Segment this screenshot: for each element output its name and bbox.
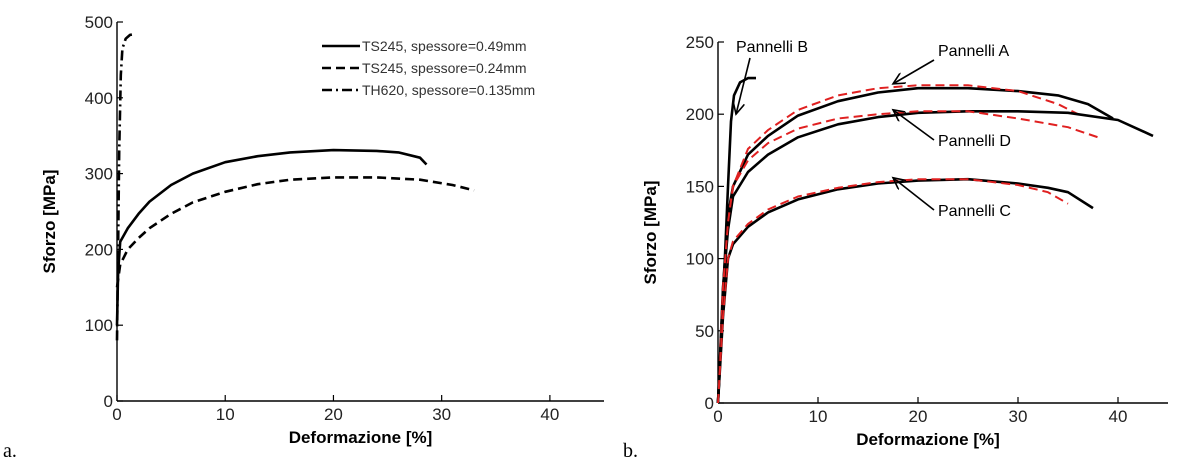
chart-panel-a: a. 0 10 20 30 40 0 100 200 300 400 500 Deformazione… (3, 13, 604, 462)
y-tick-label: 100 (686, 250, 714, 269)
y-tick-label: 0 (104, 392, 113, 411)
chart-panel-b: b. 0 10 20 30 40 0 50 100 150 200 250 Deformazione … (620, 0, 1180, 464)
legend-entry: TS245, spessore=0.24mm (362, 60, 527, 76)
y-tick-label: 100 (85, 316, 113, 335)
annotation-arrow (893, 59, 935, 84)
annotation-label: Pannelli B (736, 39, 808, 56)
x-axis-title: Deformazione [%] (289, 428, 433, 447)
y-tick-label: 200 (85, 240, 113, 259)
series-line-pannelli-c (716, 177, 1094, 404)
x-tick-label: 0 (112, 405, 121, 424)
y-tick-label: 300 (85, 165, 113, 184)
x-tick-label: 40 (540, 405, 559, 424)
annotation-arrow (736, 57, 751, 114)
y-axis-title: Sforzo [MPa] (40, 170, 59, 274)
y-tick-label: 150 (686, 177, 714, 196)
y-tick-label: 0 (705, 394, 714, 413)
panel-letter-b: b. (623, 440, 638, 462)
annotation-label: Pannelli A (938, 43, 1009, 60)
x-tick-label: 40 (1109, 407, 1128, 426)
series-line-pannelli-d (717, 110, 1099, 404)
y-tick-label: 400 (85, 89, 113, 108)
panel-letter-a: a. (3, 440, 17, 462)
x-tick-label: 10 (216, 405, 235, 424)
x-tick-label: 0 (713, 407, 722, 426)
series-line-th620-spessore-0-135mm (115, 32, 135, 341)
annotation-arrow (893, 110, 935, 141)
annotation-label: Pannelli C (938, 203, 1011, 220)
y-axis-title: Sforzo [MPa] (641, 181, 660, 285)
series-line-ts245-spessore-0-24mm (115, 176, 475, 288)
x-tick-label: 20 (324, 405, 343, 424)
legend-entry: TS245, spessore=0.49mm (362, 38, 527, 54)
y-tick-label: 250 (686, 33, 714, 52)
series-line-pannelli-d (716, 110, 1154, 404)
series-line-pannelli-c (717, 178, 1069, 404)
x-tick-label: 20 (909, 407, 928, 426)
x-tick-label: 30 (1009, 407, 1028, 426)
x-axis-title: Deformazione [%] (856, 430, 1000, 449)
chart-b-svg: 0 10 20 30 40 0 50 100 150 200 250 Deformazione [%]… (641, 33, 1168, 449)
annotation-label: Pannelli D (938, 133, 1011, 150)
legend-entry: TH620, spessore=0.135mm (362, 82, 535, 98)
x-tick-label: 30 (432, 405, 451, 424)
y-tick-label: 50 (695, 322, 714, 341)
y-tick-label: 500 (85, 13, 113, 32)
x-tick-label: 10 (809, 407, 828, 426)
series-line-pannelli-a (716, 86, 1114, 404)
annotation-arrow (893, 178, 935, 211)
y-tick-label: 200 (686, 105, 714, 124)
series-line-ts245-spessore-0-49mm (115, 148, 428, 326)
